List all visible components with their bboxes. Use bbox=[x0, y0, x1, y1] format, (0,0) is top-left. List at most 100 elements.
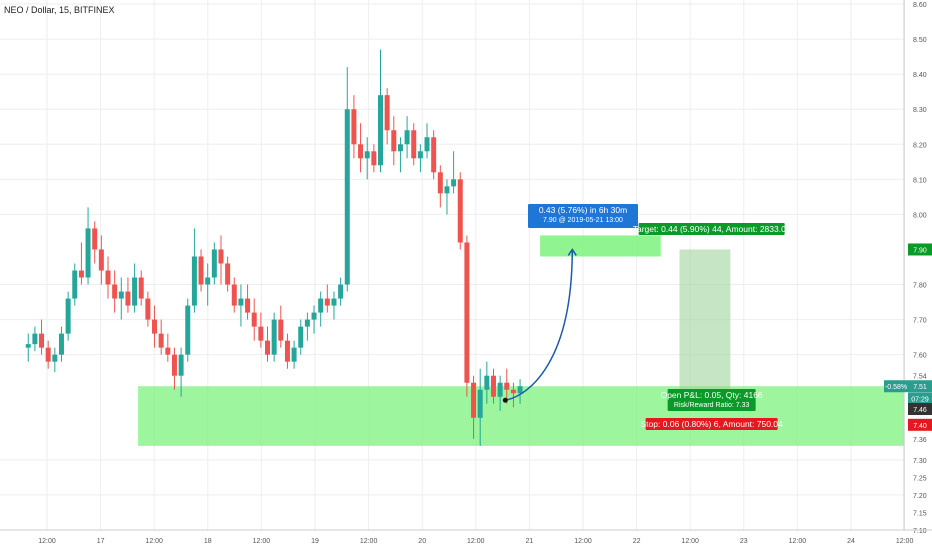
candle-body bbox=[251, 312, 257, 327]
candle-body bbox=[225, 263, 231, 285]
candle-body bbox=[112, 284, 118, 299]
candle-body bbox=[404, 130, 410, 145]
time-tick-label: 24 bbox=[847, 538, 855, 545]
candle-body bbox=[304, 319, 310, 327]
candle-body bbox=[384, 95, 390, 131]
candle-body bbox=[258, 326, 264, 341]
stop-label-text: Stop: 0.06 (0.80%) 6, Amount: 750.04 bbox=[641, 419, 784, 429]
support-zone bbox=[138, 386, 904, 446]
price-tick-label: 8.10 bbox=[913, 177, 927, 184]
price-pct-badge: -0.58% bbox=[885, 384, 907, 391]
price-tick-label: 7.80 bbox=[913, 283, 927, 290]
symbol-title: NEO / Dollar, 15, BITFINEX bbox=[4, 5, 115, 15]
candle-body bbox=[158, 333, 164, 348]
candle-body bbox=[431, 137, 437, 173]
time-tick-label: 23 bbox=[740, 538, 748, 545]
candle-body bbox=[510, 389, 516, 394]
candle-body bbox=[490, 375, 496, 397]
candle-body bbox=[245, 298, 251, 313]
candle-body bbox=[165, 347, 171, 355]
candle-body bbox=[65, 298, 71, 334]
candle-body bbox=[484, 375, 490, 390]
candle-body bbox=[265, 340, 271, 355]
time-tick-label: 18 bbox=[204, 538, 212, 545]
measure-label-text: 0.43 (5.76%) in 6h 30m bbox=[539, 205, 627, 215]
price-entry-badge: 7.46 bbox=[913, 407, 927, 414]
price-tick-label: 7.15 bbox=[913, 510, 927, 517]
candle-body bbox=[471, 382, 477, 418]
time-tick-label: 12:00 bbox=[681, 538, 699, 545]
candle-body bbox=[311, 312, 317, 320]
candle-body bbox=[118, 291, 124, 299]
price-last-badge: 7.51 bbox=[913, 384, 927, 391]
time-tick-label: 12:00 bbox=[145, 538, 163, 545]
candle-body bbox=[78, 270, 84, 278]
candle-body bbox=[444, 186, 450, 194]
candle-body bbox=[437, 172, 443, 194]
candle-body bbox=[358, 144, 364, 159]
time-tick-label: 12:00 bbox=[896, 538, 914, 545]
candle-body bbox=[185, 305, 191, 355]
time-tick-label: 21 bbox=[526, 538, 534, 545]
candle-body bbox=[504, 382, 510, 390]
projection-curve bbox=[505, 249, 574, 401]
projection-arrowhead bbox=[567, 248, 577, 256]
stop-label-bg bbox=[645, 418, 778, 430]
measure-label-bg bbox=[528, 204, 638, 228]
candle-body bbox=[338, 284, 344, 299]
candle-body bbox=[52, 354, 58, 362]
reward-shade bbox=[679, 249, 731, 404]
candle-body bbox=[32, 333, 38, 345]
candle-body bbox=[331, 298, 337, 306]
candle-body bbox=[371, 151, 377, 166]
time-tick-label: 12:00 bbox=[38, 538, 56, 545]
pnl-label-bg bbox=[667, 389, 756, 411]
time-tick-label: 12:00 bbox=[789, 538, 807, 545]
price-last-badge-bg bbox=[908, 380, 932, 393]
measure-label-text: 7.90 @ 2019-05-21 13:00 bbox=[543, 217, 623, 224]
candle-body bbox=[417, 151, 423, 159]
candle-body bbox=[211, 249, 217, 278]
target-label-text: Target: 0.44 (5.90%) 44, Amount: 2833.04 bbox=[633, 224, 791, 234]
candle-body bbox=[39, 333, 45, 348]
time-tick-label: 12:00 bbox=[253, 538, 271, 545]
target-label-bg bbox=[638, 223, 785, 235]
target-zone bbox=[540, 235, 661, 257]
time-tick-label: 12:00 bbox=[360, 538, 378, 545]
candle-body bbox=[231, 284, 237, 306]
candle-body bbox=[424, 137, 430, 152]
price-timer-badge-bg bbox=[908, 392, 932, 405]
candle-body bbox=[271, 319, 277, 355]
price-tick-label: 7.54 bbox=[913, 374, 927, 381]
price-tick-label: 8.60 bbox=[913, 2, 927, 9]
candle-body bbox=[98, 249, 104, 271]
candle-body bbox=[464, 242, 470, 383]
candle-body bbox=[238, 298, 244, 306]
candle-body bbox=[344, 109, 350, 285]
time-tick-label: 19 bbox=[311, 538, 319, 545]
price-tick-label: 7.60 bbox=[913, 353, 927, 360]
candle-body bbox=[178, 354, 184, 376]
candle-body bbox=[125, 291, 131, 306]
candle-body bbox=[298, 326, 304, 348]
candle-body bbox=[58, 333, 64, 355]
time-tick-label: 12:00 bbox=[574, 538, 592, 545]
price-target-badge-bg bbox=[908, 243, 932, 256]
price-tick-label: 8.30 bbox=[913, 107, 927, 114]
time-tick-label: 17 bbox=[97, 538, 105, 545]
candle-body bbox=[191, 256, 197, 306]
candle-body bbox=[132, 277, 138, 306]
candle-body bbox=[411, 130, 417, 159]
price-timer-badge: 07:29 bbox=[911, 397, 929, 404]
pnl-label-text: Risk/Reward Ratio: 7.33 bbox=[674, 402, 750, 409]
pnl-label-text: Open P&L: 0.05, Qty: 4166 bbox=[661, 390, 763, 400]
candle-body bbox=[351, 109, 357, 145]
candle-body bbox=[397, 144, 403, 152]
candle-body bbox=[391, 130, 397, 152]
time-tick-label: 22 bbox=[633, 538, 641, 545]
price-tick-label: 7.30 bbox=[913, 458, 927, 465]
candle-body bbox=[457, 179, 463, 243]
price-tick-label: 7.25 bbox=[913, 475, 927, 482]
candle-body bbox=[205, 277, 211, 285]
